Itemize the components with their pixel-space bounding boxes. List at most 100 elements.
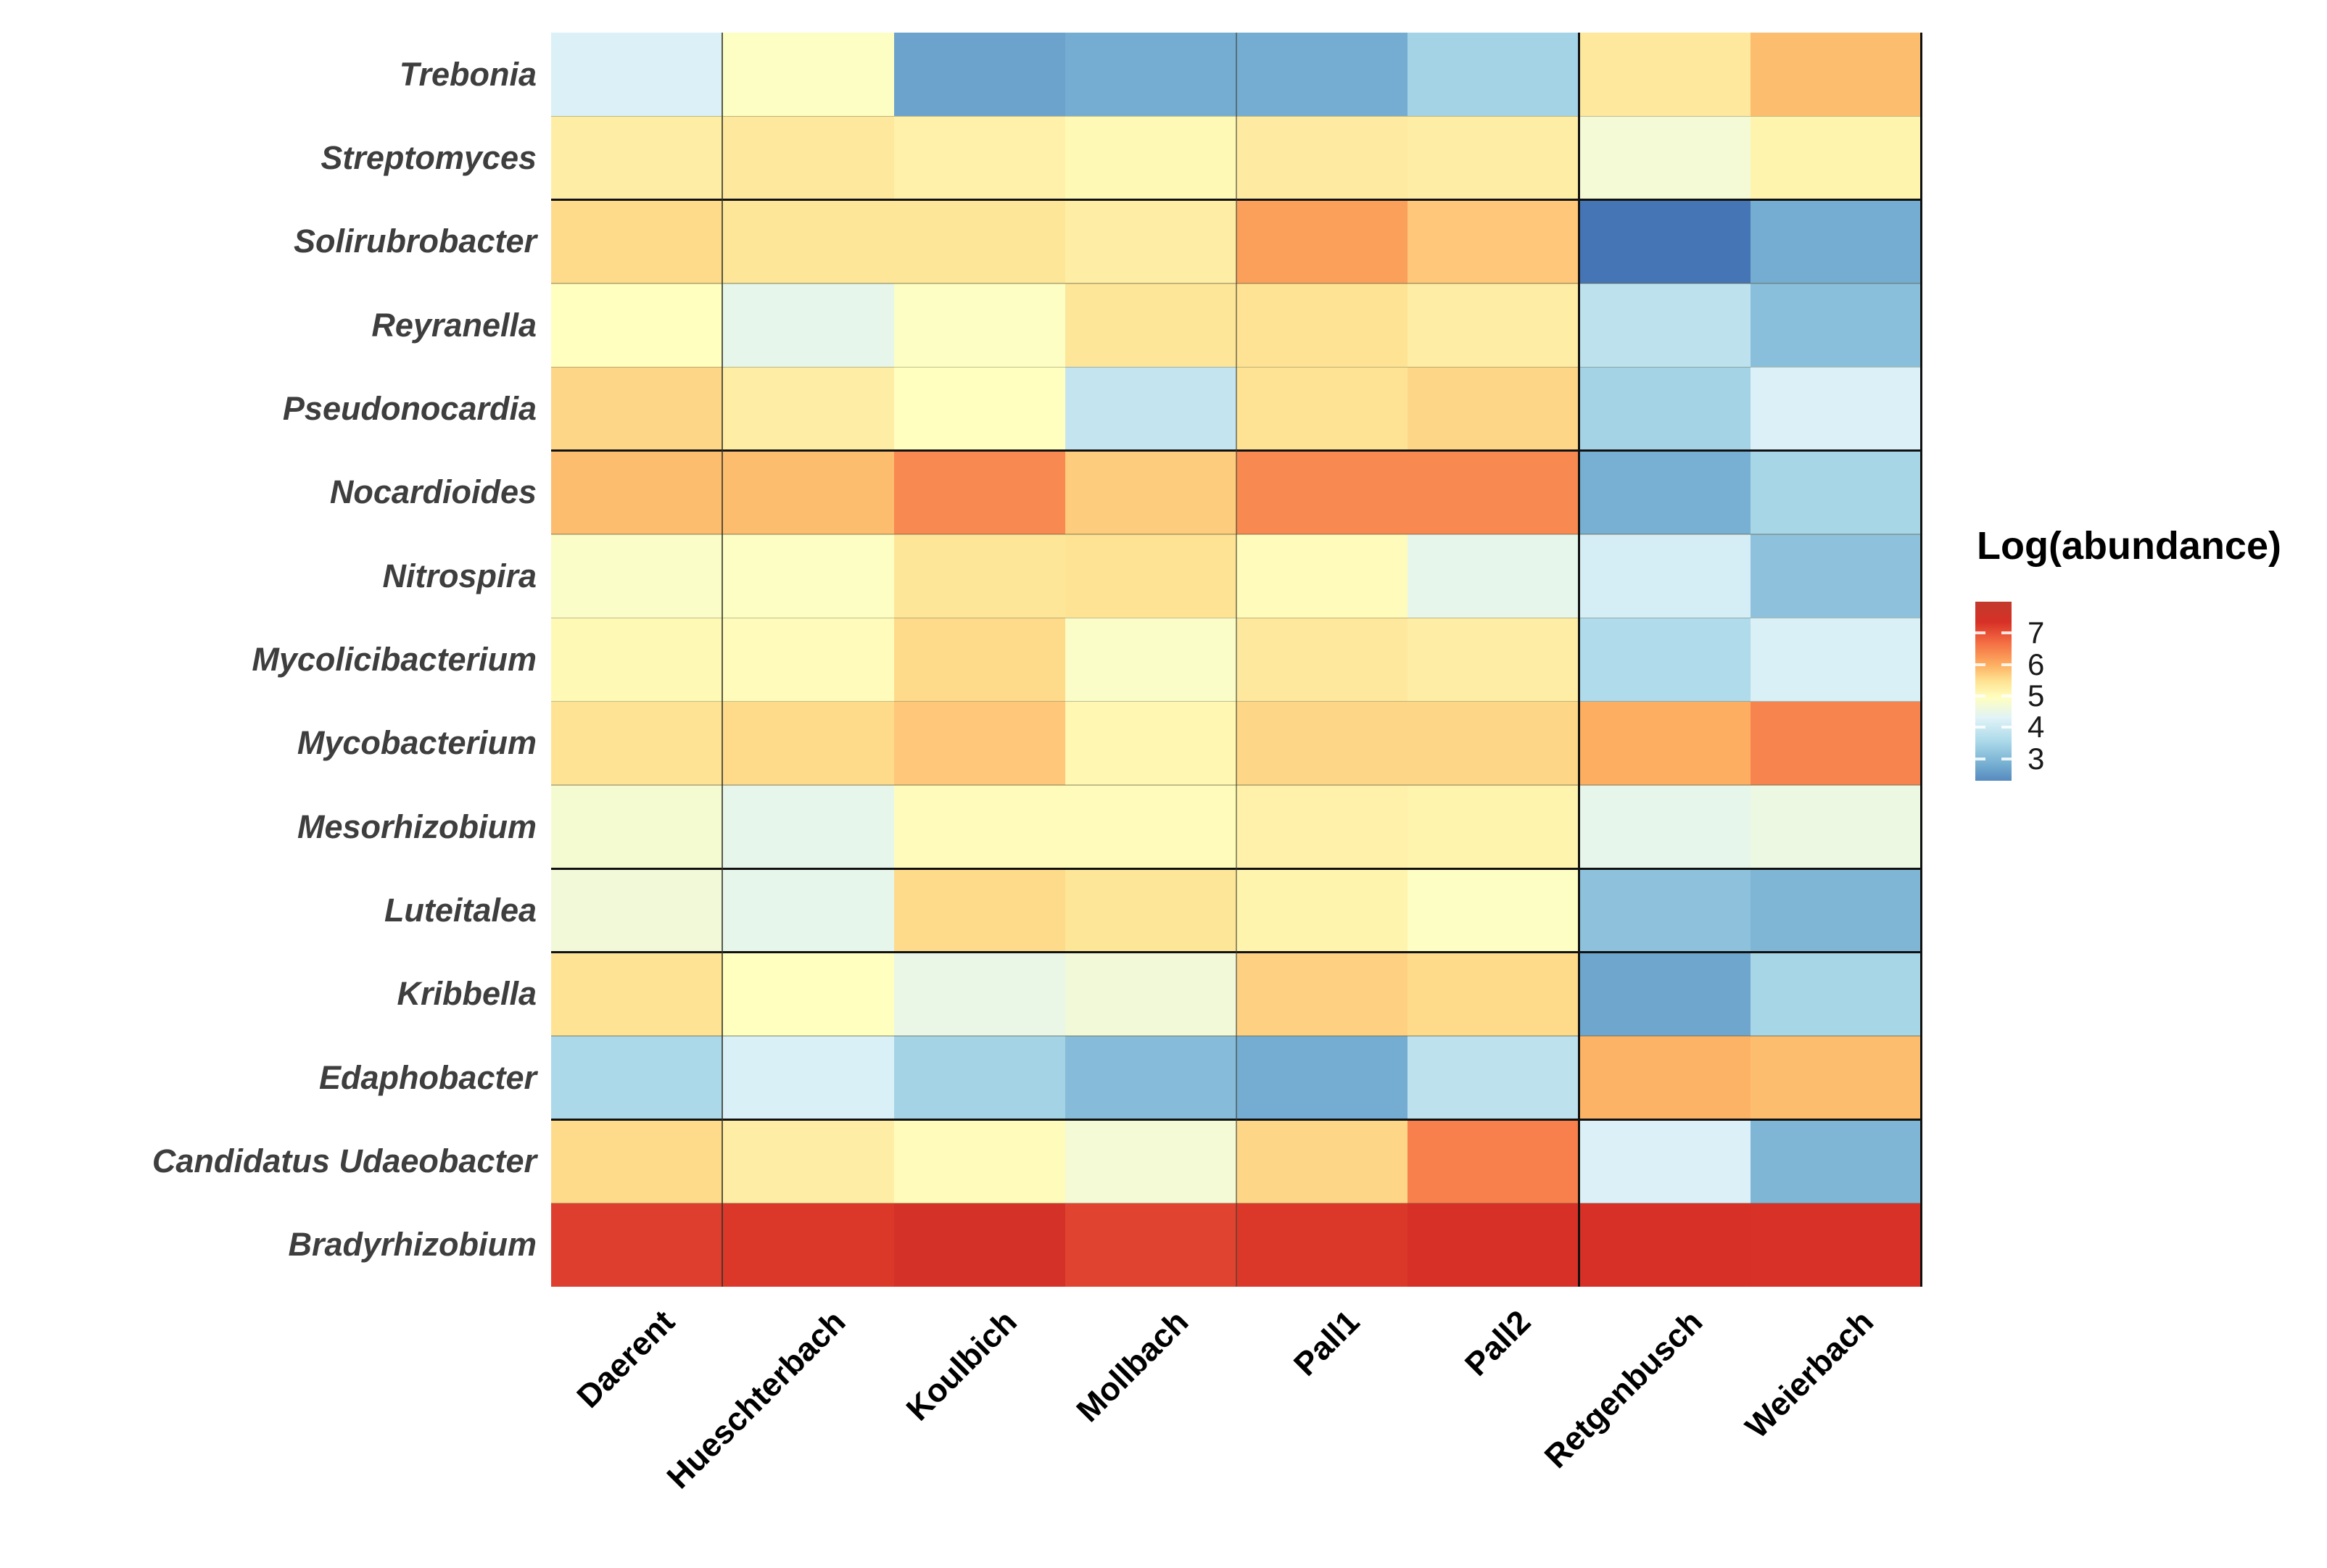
- col-group-separator: [1236, 33, 1237, 1287]
- heatmap-cell: [722, 618, 894, 702]
- x-axis-label: Pall2: [1458, 1303, 1538, 1383]
- heatmap-cell: [1408, 1036, 1579, 1120]
- heatmap-cell: [722, 1036, 894, 1120]
- heatmap-cell: [551, 1036, 723, 1120]
- heatmap-cell: [1236, 534, 1408, 618]
- x-axis-label: Pall1: [1286, 1303, 1367, 1383]
- heatmap-cell: [1408, 701, 1579, 785]
- y-axis-label: Trebonia: [399, 55, 537, 93]
- legend-tick-mark: [1975, 757, 1985, 760]
- y-axis-label: Mycobacterium: [297, 724, 537, 762]
- x-axis-label: Koulbich: [898, 1303, 1024, 1428]
- heatmap-cell: [1750, 1203, 1922, 1287]
- heatmap-cell: [893, 1119, 1065, 1203]
- y-axis-label: Pseudonocardia: [282, 390, 537, 427]
- heatmap-cell: [1750, 199, 1922, 283]
- heatmap-cell: [1065, 868, 1236, 953]
- legend-tick-label: 6: [2028, 647, 2045, 681]
- y-axis-label: Nitrospira: [382, 557, 537, 594]
- y-axis-label: Kribbella: [397, 975, 537, 1013]
- legend-tick-label: 4: [2028, 710, 2045, 744]
- y-axis-label: Reyranella: [371, 306, 537, 344]
- heatmap-cell: [551, 618, 723, 702]
- heatmap-cell: [1579, 701, 1751, 785]
- heatmap-cell: [551, 1119, 723, 1203]
- heatmap-cell: [1579, 116, 1751, 200]
- heatmap-cell: [722, 283, 894, 368]
- heatmap-cell: [893, 701, 1065, 785]
- heatmap-cell: [1236, 701, 1408, 785]
- heatmap-cell: [1065, 952, 1236, 1036]
- heatmap-cell: [1408, 199, 1579, 283]
- heatmap-cell: [1065, 701, 1236, 785]
- heatmap-cell: [893, 1036, 1065, 1120]
- y-axis-label: Solirubrobacter: [293, 223, 537, 260]
- heatmap-cell: [1236, 868, 1408, 953]
- heatmap-cell: [1236, 367, 1408, 451]
- legend-tick-mark: [2001, 631, 2012, 635]
- heatmap-cell: [1579, 1203, 1751, 1287]
- x-axis-label: Daerent: [569, 1303, 682, 1415]
- heatmap-cell: [893, 450, 1065, 534]
- heatmap-cell: [722, 785, 894, 869]
- heatmap-cell: [1750, 618, 1922, 702]
- heatmap-cell: [1065, 534, 1236, 618]
- heatmap-cell: [1579, 618, 1751, 702]
- heatmap-cell: [893, 1203, 1065, 1287]
- heatmap-cell: [1408, 868, 1579, 953]
- heatmap-cell: [722, 367, 894, 451]
- heatmap-cell: [722, 33, 894, 117]
- y-axis-label: Mesorhizobium: [297, 808, 537, 845]
- legend-tick-label: 3: [2028, 741, 2045, 776]
- heatmap-cell: [1750, 283, 1922, 368]
- heatmap-cell: [1750, 952, 1922, 1036]
- heatmap-cell: [1236, 450, 1408, 534]
- heatmap-cell: [722, 450, 894, 534]
- heatmap-cell: [1065, 1203, 1236, 1287]
- legend-title: Log(abundance): [1977, 524, 2281, 568]
- heatmap-cell: [722, 1119, 894, 1203]
- y-axis-label: Luteitalea: [384, 892, 537, 929]
- heatmap-cell: [893, 283, 1065, 368]
- heatmap-cell: [893, 116, 1065, 200]
- heatmap-cell: [551, 868, 723, 953]
- heatmap-cell: [1065, 199, 1236, 283]
- x-axis-label: Retgenbusch: [1537, 1303, 1709, 1475]
- heatmap-cell: [1065, 367, 1236, 451]
- legend-tick-mark: [2001, 663, 2012, 666]
- heatmap-cell: [551, 33, 723, 117]
- heatmap-cell: [1236, 33, 1408, 117]
- heatmap-cell: [1750, 1036, 1922, 1120]
- heatmap-cell: [1065, 450, 1236, 534]
- heatmap-cell: [551, 116, 723, 200]
- heatmap-cell: [1236, 116, 1408, 200]
- heatmap-cell: [1750, 868, 1922, 953]
- heatmap-cell: [1236, 785, 1408, 869]
- y-axis-label: Bradyrhizobium: [288, 1226, 537, 1264]
- heatmap-cell: [1065, 618, 1236, 702]
- heatmap-cell: [551, 283, 723, 368]
- col-group-separator: [722, 33, 724, 1287]
- heatmap-cell: [1236, 1203, 1408, 1287]
- heatmap-cell: [1408, 450, 1579, 534]
- legend-tick-mark: [1975, 663, 1985, 666]
- legend-colorbar: [1975, 602, 2012, 781]
- heatmap-cell: [1408, 952, 1579, 1036]
- heatmap-cell: [722, 199, 894, 283]
- heatmap-cell: [893, 33, 1065, 117]
- heatmap-cell: [1750, 534, 1922, 618]
- heatmap-cell: [1408, 534, 1579, 618]
- heatmap-cell: [1579, 199, 1751, 283]
- heatmap-cell: [1750, 1119, 1922, 1203]
- heatmap-cell: [1750, 33, 1922, 117]
- heatmap-cell: [1065, 1036, 1236, 1120]
- heatmap-cell: [551, 199, 723, 283]
- legend-tick-label: 7: [2028, 615, 2045, 650]
- x-axis-label: Mollbach: [1069, 1303, 1196, 1430]
- heatmap-cell: [1065, 1119, 1236, 1203]
- heatmap-cell: [893, 952, 1065, 1036]
- y-axis-label: Mycolicibacterium: [252, 641, 537, 678]
- heatmap-cell: [893, 199, 1065, 283]
- y-axis-label: Streptomyces: [321, 139, 537, 176]
- heatmap-cell: [1408, 33, 1579, 117]
